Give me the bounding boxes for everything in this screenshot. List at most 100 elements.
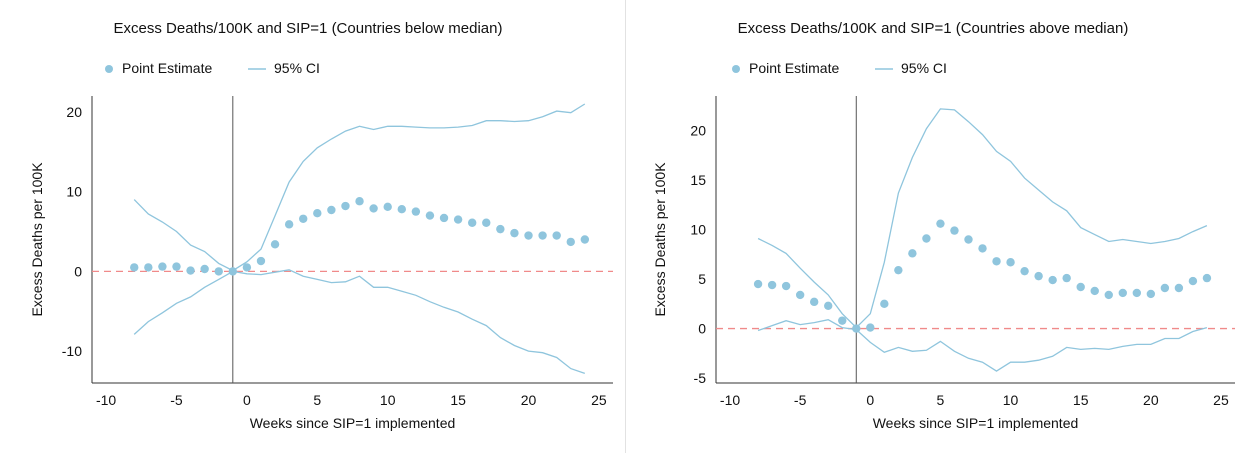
point-estimate-marker <box>341 201 350 211</box>
chart-title: Excess Deaths/100K and SIP=1 (Countries … <box>114 20 503 37</box>
point-estimate-marker <box>327 205 336 215</box>
point-estimate-marker <box>922 234 931 243</box>
y-tick-label: 0 <box>74 263 82 279</box>
x-tick-label: -10 <box>96 392 116 408</box>
y-tick-label: 10 <box>690 222 706 238</box>
x-tick-label: 5 <box>313 392 321 408</box>
x-tick-label: -5 <box>170 392 183 408</box>
ci-upper-line <box>757 108 1208 329</box>
point-estimate-marker <box>1062 273 1071 283</box>
legend-label-95-ci: 95% CI <box>901 60 947 76</box>
x-tick-label: 15 <box>450 392 466 408</box>
point-estimate-marker <box>824 301 833 311</box>
point-estimate-marker <box>256 256 266 266</box>
point-estimate-marker <box>767 280 777 290</box>
y-tick-label: 15 <box>690 172 706 188</box>
chart-panel-above-median: Excess Deaths/100K and SIP=1 (Countries … <box>627 0 1249 453</box>
point-estimate-marker <box>1090 286 1099 296</box>
point-estimate-marker <box>880 299 889 309</box>
y-tick-label: -10 <box>62 343 82 359</box>
point-estimate-marker <box>552 231 561 240</box>
point-estimate-marker <box>397 205 406 214</box>
ci-upper-line <box>133 103 586 272</box>
point-estimate-marker <box>978 244 987 253</box>
chart-panel-below-median: Excess Deaths/100K and SIP=1 (Countries … <box>29 0 626 453</box>
legend-label-95-ci: 95% CI <box>274 60 320 76</box>
point-estimate-marker <box>355 197 364 206</box>
legend: Point Estimate 95% CI <box>732 60 947 76</box>
point-estimate-marker <box>299 214 308 223</box>
x-tick-label: 10 <box>1003 392 1019 408</box>
point-estimate-marker <box>866 323 875 332</box>
point-estimate-marker <box>964 235 973 244</box>
point-estimate-marker <box>753 279 763 289</box>
x-tick-label: 20 <box>1143 392 1159 408</box>
point-estimate-marker <box>1020 266 1029 276</box>
point-estimate-marker <box>992 257 1001 266</box>
point-estimate-marker <box>1104 290 1113 300</box>
x-axis-label: Weeks since SIP=1 implemented <box>250 415 456 431</box>
point-estimate-marker <box>144 263 153 272</box>
legend: Point Estimate 95% CI <box>105 60 320 76</box>
x-axis-label: Weeks since SIP=1 implemented <box>873 415 1079 431</box>
point-estimate-marker <box>200 264 209 274</box>
y-axis-label: Excess Deaths per 100K <box>29 162 45 317</box>
point-estimate-marker <box>158 262 167 271</box>
point-estimate-marker <box>496 224 505 234</box>
point-estimate-marker <box>781 281 791 291</box>
y-tick-label: 20 <box>66 104 82 120</box>
point-estimate-marker <box>1202 273 1212 283</box>
x-tick-label: 15 <box>1073 392 1089 408</box>
x-tick-label: -5 <box>794 392 807 408</box>
chart-above-median: Excess Deaths/100K and SIP=1 (Countries … <box>652 20 1235 431</box>
y-tick-label: 20 <box>690 123 706 139</box>
point-estimate-marker <box>566 237 575 247</box>
point-estimate-marker <box>453 215 463 224</box>
point-estimate-marker <box>1048 275 1057 285</box>
point-estimate-marker <box>411 207 421 216</box>
point-estimate-marker <box>425 211 435 220</box>
point-estimate-marker <box>936 219 945 228</box>
ci-lower-line <box>133 269 586 375</box>
point-estimate-marker <box>130 263 139 272</box>
point-estimate-marker <box>1188 276 1198 286</box>
point-estimate-marker <box>524 231 533 240</box>
point-estimate-marker <box>1006 258 1015 267</box>
point-estimate-marker <box>1076 282 1085 292</box>
point-estimate-marker <box>894 265 903 275</box>
point-estimate-marker <box>908 249 917 258</box>
x-tick-label: 0 <box>866 392 874 408</box>
point-estimate-marker <box>439 213 449 223</box>
point-estimate-marker <box>809 297 819 307</box>
legend-label-point-estimate: Point Estimate <box>122 60 212 76</box>
point-estimate-marker <box>214 267 223 276</box>
point-estimate-marker <box>1034 271 1043 281</box>
point-estimate-marker <box>186 266 195 275</box>
point-estimate-series <box>130 197 590 276</box>
point-estimate-marker <box>313 208 322 218</box>
point-estimate-marker <box>1174 283 1184 293</box>
x-tick-label: 25 <box>591 392 607 408</box>
legend-label-point-estimate: Point Estimate <box>749 60 839 76</box>
x-tick-label: 0 <box>243 392 251 408</box>
point-estimate-marker <box>1118 288 1127 298</box>
x-tick-label: 5 <box>937 392 945 408</box>
x-tick-label: 10 <box>380 392 396 408</box>
point-estimate-marker <box>838 316 847 325</box>
point-estimate-marker <box>510 228 519 238</box>
y-axis-label: Excess Deaths per 100K <box>652 162 668 317</box>
point-estimate-marker <box>580 235 590 244</box>
point-estimate-marker <box>270 240 280 249</box>
point-estimate-marker <box>1132 288 1142 298</box>
point-estimate-marker <box>172 262 181 271</box>
x-tick-label: -10 <box>720 392 740 408</box>
x-tick-label: 20 <box>521 392 537 408</box>
chart-title: Excess Deaths/100K and SIP=1 (Countries … <box>738 20 1129 37</box>
legend-point-swatch <box>732 65 740 73</box>
point-estimate-marker <box>950 226 959 235</box>
point-estimate-marker <box>1146 289 1156 299</box>
point-estimate-marker <box>538 231 547 240</box>
y-tick-label: -5 <box>694 370 707 386</box>
x-tick-label: 25 <box>1213 392 1229 408</box>
point-estimate-marker <box>482 218 491 227</box>
